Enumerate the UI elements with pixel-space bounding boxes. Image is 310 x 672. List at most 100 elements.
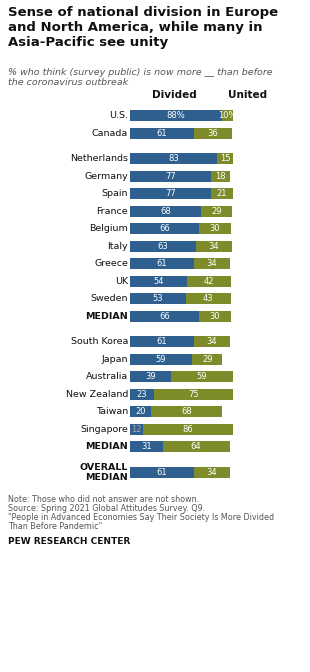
Bar [192, 353, 222, 365]
Text: Japan: Japan [101, 355, 128, 364]
Text: 20: 20 [135, 407, 146, 416]
Text: 21: 21 [217, 190, 227, 198]
Bar [130, 241, 196, 252]
Bar [130, 371, 171, 382]
Text: 64: 64 [191, 442, 202, 452]
Bar [154, 388, 233, 400]
Bar [130, 353, 192, 365]
Text: PEW RESEARCH CENTER: PEW RESEARCH CENTER [8, 537, 130, 546]
Text: 88%: 88% [167, 112, 186, 120]
Bar [130, 388, 154, 400]
Text: 36: 36 [208, 129, 218, 138]
Text: 30: 30 [210, 224, 220, 233]
Bar [130, 153, 217, 164]
Text: 34: 34 [206, 259, 217, 268]
Text: 31: 31 [141, 442, 152, 452]
Text: Belgium: Belgium [89, 224, 128, 233]
Bar [186, 293, 231, 304]
Text: Than Before Pandemic": Than Before Pandemic" [8, 522, 102, 531]
Text: MEDIAN: MEDIAN [85, 312, 128, 321]
Bar [130, 424, 143, 435]
Bar [130, 276, 187, 287]
Text: 10%: 10% [219, 112, 237, 120]
Text: Taiwan: Taiwan [96, 407, 128, 416]
Bar [211, 171, 230, 181]
Text: Divided: Divided [152, 90, 196, 100]
Text: 59: 59 [156, 355, 166, 364]
Bar [130, 293, 186, 304]
Bar [194, 336, 230, 347]
Text: 77: 77 [165, 190, 176, 198]
Bar [171, 371, 233, 382]
Bar [199, 310, 231, 322]
Text: 12: 12 [131, 425, 142, 433]
Bar [194, 467, 230, 478]
Text: MEDIAN: MEDIAN [85, 442, 128, 452]
Text: 34: 34 [206, 468, 217, 476]
Bar [143, 424, 233, 435]
Text: 54: 54 [153, 277, 164, 286]
Text: "People in Advanced Economies Say Their Society Is More Divided: "People in Advanced Economies Say Their … [8, 513, 274, 522]
Text: Spain: Spain [101, 190, 128, 198]
Bar [130, 467, 194, 478]
Text: UK: UK [115, 277, 128, 286]
Text: OVERALL
MEDIAN: OVERALL MEDIAN [80, 462, 128, 482]
Text: 18: 18 [215, 172, 226, 181]
Text: 42: 42 [203, 277, 214, 286]
Text: 83: 83 [168, 155, 179, 163]
Text: 34: 34 [209, 242, 219, 251]
Text: 53: 53 [153, 294, 163, 303]
Text: 61: 61 [157, 337, 167, 346]
Bar [151, 407, 222, 417]
Text: Germany: Germany [84, 172, 128, 181]
Text: 77: 77 [165, 172, 176, 181]
Text: 68: 68 [160, 207, 171, 216]
Text: 29: 29 [211, 207, 222, 216]
Text: 59: 59 [197, 372, 207, 381]
Bar [194, 128, 232, 138]
Text: Greece: Greece [94, 259, 128, 268]
Text: 75: 75 [188, 390, 199, 398]
Text: 61: 61 [157, 259, 167, 268]
Bar [130, 206, 202, 217]
Text: Netherlands: Netherlands [70, 155, 128, 163]
Bar [130, 188, 211, 200]
Text: 61: 61 [157, 129, 167, 138]
Bar [130, 407, 151, 417]
Text: New Zealand: New Zealand [66, 390, 128, 398]
Bar [130, 442, 162, 452]
Bar [130, 258, 194, 269]
Text: 43: 43 [203, 294, 214, 303]
Text: U.S.: U.S. [109, 112, 128, 120]
Bar [202, 206, 232, 217]
Text: 23: 23 [137, 390, 147, 398]
Text: Italy: Italy [107, 242, 128, 251]
Bar [130, 128, 194, 138]
Text: Singapore: Singapore [80, 425, 128, 433]
Bar [217, 153, 233, 164]
Bar [194, 258, 230, 269]
Bar [130, 310, 199, 322]
Text: % who think (survey public) is now more __ than before
the coronavirus outbreak: % who think (survey public) is now more … [8, 68, 272, 87]
Bar [130, 110, 222, 121]
Text: 30: 30 [210, 312, 220, 321]
Text: Note: Those who did not answer are not shown.: Note: Those who did not answer are not s… [8, 495, 199, 504]
Text: Sense of national division in Europe
and North America, while many in
Asia-Pacif: Sense of national division in Europe and… [8, 6, 278, 49]
Bar [199, 223, 231, 235]
Text: South Korea: South Korea [71, 337, 128, 346]
Text: 86: 86 [182, 425, 193, 433]
Text: 66: 66 [159, 224, 170, 233]
Text: France: France [96, 207, 128, 216]
Text: Source: Spring 2021 Global Attitudes Survey. Q9.: Source: Spring 2021 Global Attitudes Sur… [8, 504, 205, 513]
Bar [187, 276, 231, 287]
Text: 15: 15 [220, 155, 230, 163]
Bar [162, 442, 230, 452]
Bar [130, 223, 199, 235]
Bar [222, 110, 233, 121]
Text: Sweden: Sweden [91, 294, 128, 303]
Text: 34: 34 [206, 337, 217, 346]
Text: 68: 68 [181, 407, 192, 416]
Text: Australia: Australia [86, 372, 128, 381]
Text: 66: 66 [159, 312, 170, 321]
Bar [211, 188, 233, 200]
